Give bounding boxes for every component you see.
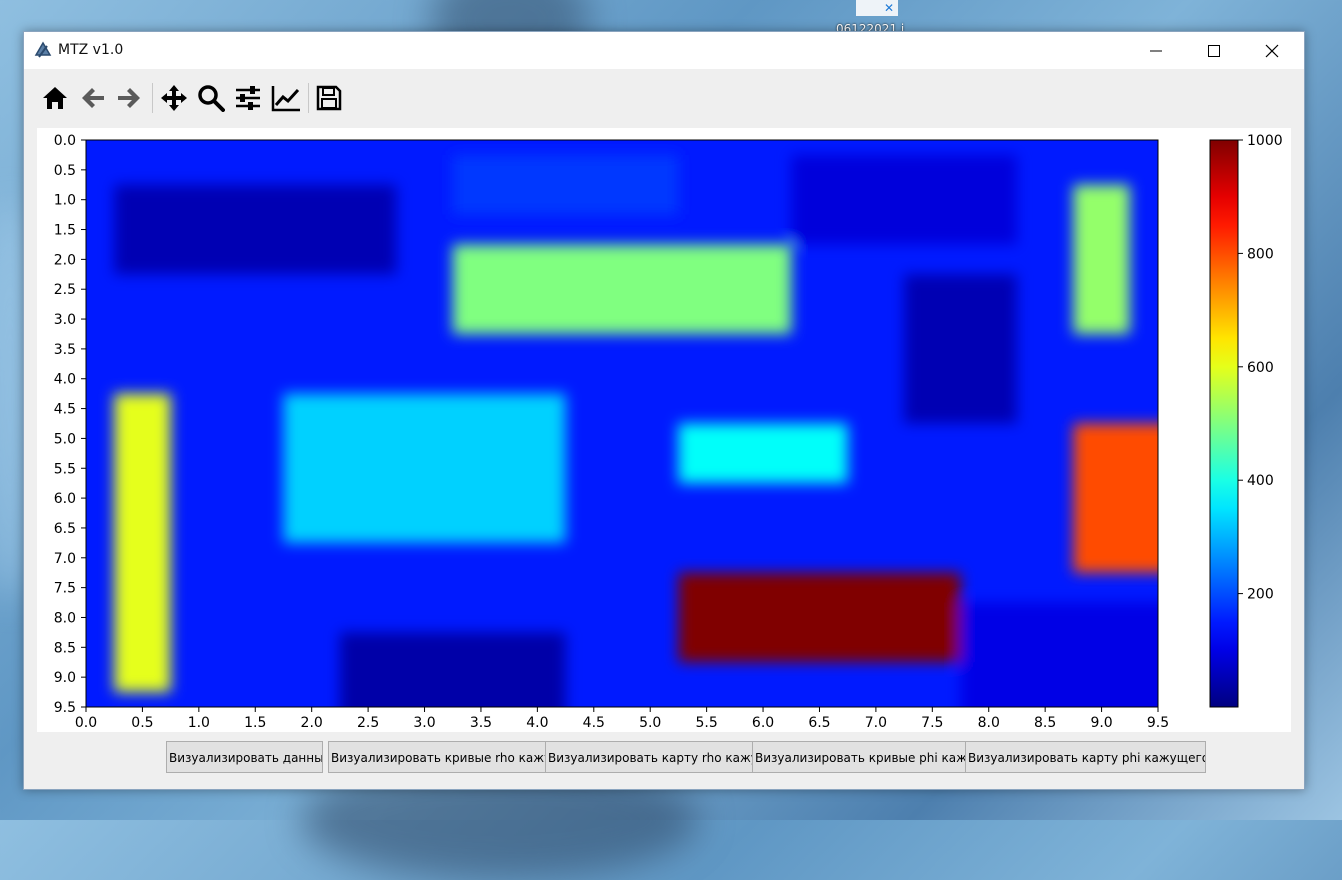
y-tick-label: 8.5	[54, 640, 76, 656]
home-icon	[43, 87, 67, 109]
close-button[interactable]	[1244, 32, 1302, 69]
plot-canvas[interactable]: 0.0 0.5 1.0 1.5 2.0 2.5 3.0 3.5 4.0 4.5 5.0 5.5 6.0 6…	[37, 128, 1291, 732]
y-tick-label: 1.0	[54, 193, 76, 209]
y-tick-label: 3.5	[54, 342, 76, 358]
heatmap-cell-region	[1073, 423, 1158, 573]
toolbar-separator	[308, 83, 309, 113]
pan-button[interactable]	[157, 81, 191, 115]
subplots-icon	[236, 86, 260, 110]
heatmap-cell-region	[1073, 184, 1130, 334]
heatmap-chart[interactable]: 0.0 0.5 1.0 1.5 2.0 2.5 3.0 3.5 4.0 4.5 5.0 5.5 6.0 6…	[37, 128, 1291, 732]
y-tick-label: 3.0	[54, 312, 76, 328]
x-tick-label: 7.5	[921, 715, 943, 731]
heatmap-cell-region	[960, 602, 1158, 707]
heatmap-cell-region	[339, 632, 566, 707]
x-tick-label: 2.0	[301, 715, 323, 731]
axes-frame	[85, 139, 1159, 708]
home-button[interactable]	[38, 81, 72, 115]
zoom-icon	[198, 85, 225, 112]
y-tick-label: 2.0	[54, 252, 76, 268]
heatmap-cell-region	[678, 572, 961, 663]
x-tick-label: 3.5	[470, 715, 492, 731]
x-tick-label: 0.0	[75, 715, 97, 731]
x-tick-label: 8.5	[1034, 715, 1056, 731]
back-button[interactable]	[76, 81, 110, 115]
forward-button[interactable]	[112, 81, 146, 115]
y-tick-label: 7.5	[54, 581, 76, 597]
x-tick-label: 9.5	[1147, 715, 1169, 731]
x-tick-label: 5.0	[639, 715, 661, 731]
minimize-icon	[1150, 50, 1162, 52]
toolbar-separator	[152, 83, 153, 113]
x-tick-label: 4.0	[526, 715, 548, 731]
colorbar-tick-label: 1000	[1247, 133, 1283, 149]
y-tick-label: 2.5	[54, 282, 76, 298]
maximize-icon	[1208, 45, 1220, 57]
y-tick-label: 0.0	[54, 133, 76, 149]
phi-curves-button[interactable]: Визуализировать кривые phi кажущ	[752, 741, 966, 773]
x-tick-label: 6.5	[808, 715, 830, 731]
colorbar-tick-label: 800	[1247, 246, 1274, 262]
close-icon	[1265, 44, 1279, 58]
save-button[interactable]	[312, 81, 346, 115]
y-tick-label: 9.0	[54, 670, 76, 686]
y-tick-label: 5.0	[54, 431, 76, 447]
y-tick-label: 7.0	[54, 551, 76, 567]
navigation-toolbar	[24, 69, 1304, 125]
heatmap-cell-region	[791, 154, 1017, 245]
heatmap-cell-region	[114, 184, 397, 275]
zoom-button[interactable]	[194, 81, 228, 115]
colorbar-tick-label: 600	[1247, 360, 1274, 376]
rho-map-button[interactable]: Визуализировать карту rho кажущ	[545, 741, 753, 773]
visualize-data-button[interactable]: Визуализировать данные	[166, 741, 323, 773]
colorbar	[1209, 139, 1239, 708]
forward-arrow-icon	[118, 88, 140, 108]
x-tick-label: 1.5	[244, 715, 266, 731]
edit-axis-icon	[271, 86, 300, 112]
x-tick-label: 5.5	[695, 715, 717, 731]
y-tick-label: 8.0	[54, 610, 76, 626]
phi-map-button[interactable]: Визуализировать карту phi кажущегося	[965, 741, 1206, 773]
edit-axis-button[interactable]	[268, 81, 302, 115]
y-tick-label: 4.5	[54, 402, 76, 418]
y-tick-label: 6.0	[54, 491, 76, 507]
x-tick-label: 8.0	[978, 715, 1000, 731]
y-tick-label: 4.0	[54, 372, 76, 388]
x-tick-label: 6.0	[752, 715, 774, 731]
heatmap-cell-region	[452, 154, 679, 215]
minimize-button[interactable]	[1128, 32, 1186, 69]
pan-icon	[161, 85, 187, 111]
x-tick-label: 7.0	[865, 715, 887, 731]
back-arrow-icon	[82, 88, 104, 108]
y-tick-label: 1.5	[54, 223, 76, 239]
colorbar-tick-label: 400	[1247, 473, 1274, 489]
subplots-button[interactable]	[231, 81, 265, 115]
y-tick-label: 9.5	[54, 700, 76, 716]
x-tick-label: 1.0	[188, 715, 210, 731]
y-tick-label: 5.5	[54, 461, 76, 477]
title-bar[interactable]: MTZ v1.0	[24, 32, 1304, 69]
rho-curves-button[interactable]: Визуализировать кривые rho кажущ	[328, 741, 546, 773]
heatmap-cell-region	[452, 244, 792, 334]
y-tick-label: 0.5	[54, 163, 76, 179]
x-tick-label: 0.5	[131, 715, 153, 731]
heatmap-cell-region	[904, 274, 1017, 424]
window-title: MTZ v1.0	[58, 42, 124, 58]
desktop-file-icon[interactable]	[856, 0, 898, 16]
heatmap-cell-region	[283, 393, 566, 543]
app-window: MTZ v1.0	[23, 31, 1305, 790]
heatmap-cell-region	[678, 423, 848, 484]
heatmap-image	[86, 140, 1158, 707]
x-tick-label: 2.5	[357, 715, 379, 731]
heatmap-cell-region	[114, 393, 171, 693]
x-tick-label: 3.0	[413, 715, 435, 731]
x-tick-label: 9.0	[1090, 715, 1112, 731]
maximize-button[interactable]	[1186, 32, 1244, 69]
colorbar-tick-label: 200	[1247, 587, 1274, 603]
save-icon	[316, 85, 342, 111]
app-icon	[34, 41, 52, 58]
vscode-icon: ✕	[884, 1, 895, 15]
x-tick-label: 4.5	[583, 715, 605, 731]
y-tick-label: 6.5	[54, 521, 76, 537]
